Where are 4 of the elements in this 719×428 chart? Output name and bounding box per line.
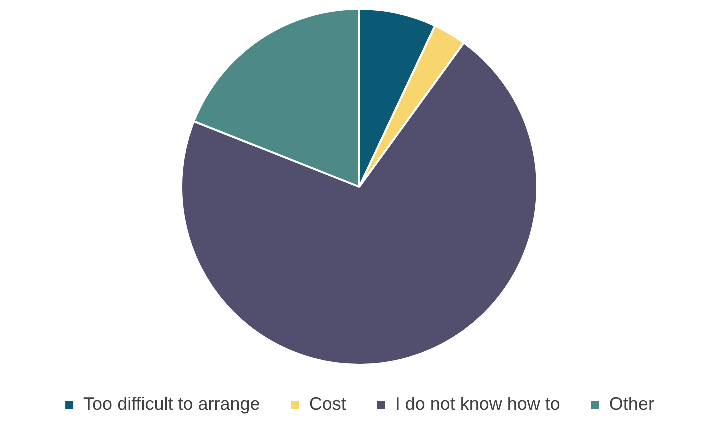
legend-label: Other: [609, 394, 654, 414]
legend-label: Cost: [309, 394, 346, 414]
legend-label: I do not know how to: [395, 394, 560, 414]
legend-label: Too difficult to arrange: [84, 394, 260, 414]
